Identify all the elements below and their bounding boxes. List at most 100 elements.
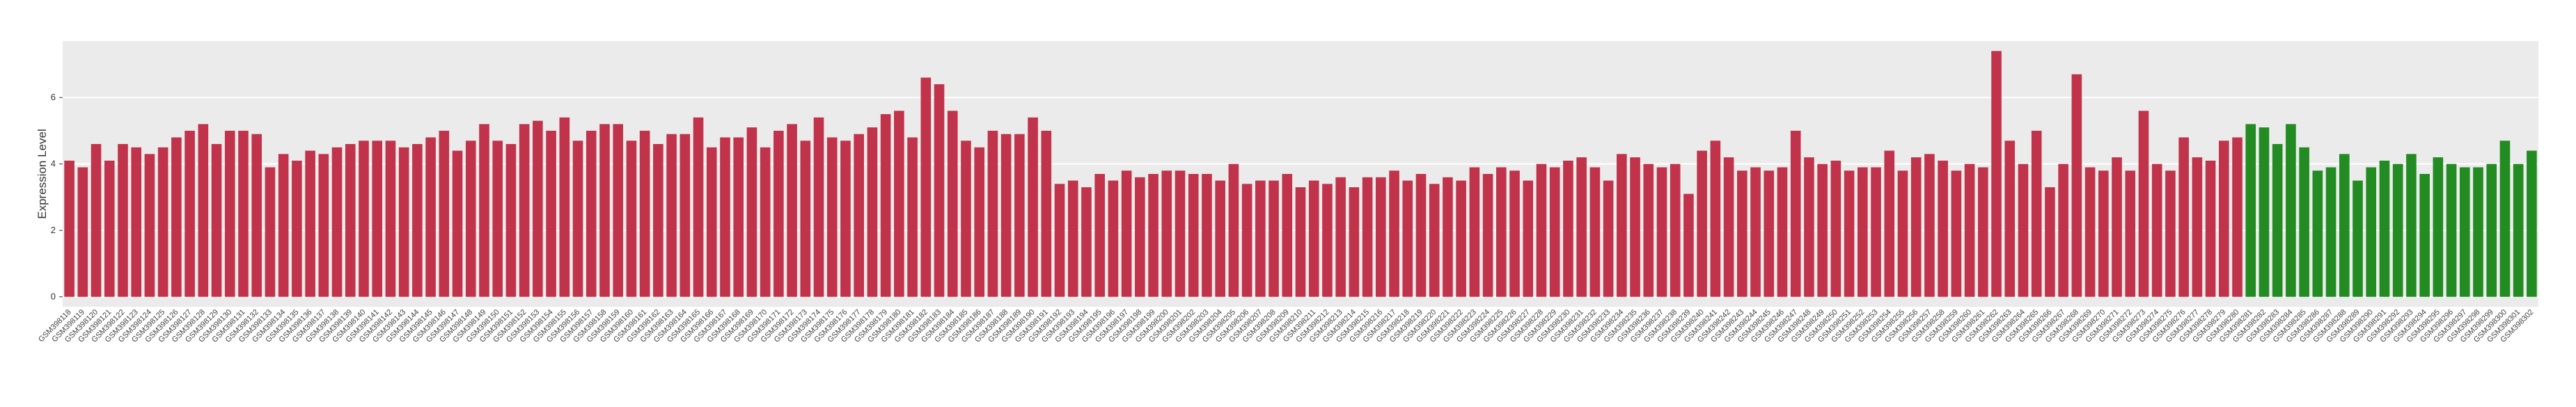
bar [77, 167, 88, 297]
bar [1589, 167, 1601, 297]
bar [2245, 124, 2256, 297]
bar [2473, 167, 2483, 297]
bar [184, 130, 195, 297]
bar [1135, 177, 1145, 297]
bar [505, 144, 517, 297]
bar [920, 77, 932, 297]
bar [2339, 154, 2350, 297]
bar [787, 124, 797, 297]
bar [492, 141, 503, 297]
bar [1415, 174, 1427, 297]
bar [2406, 154, 2417, 297]
bar [813, 117, 824, 297]
bar [1456, 180, 1466, 297]
bar [1482, 174, 1493, 297]
bar [2312, 170, 2323, 297]
bar [1108, 180, 1119, 297]
bar [2299, 147, 2309, 297]
bar [1402, 180, 1413, 297]
bar [2433, 157, 2444, 297]
bar [64, 160, 74, 297]
bar [987, 130, 998, 297]
bar [1777, 167, 1788, 297]
bar [265, 167, 276, 297]
bar [1817, 163, 1828, 297]
bar [746, 127, 757, 297]
bar [1603, 180, 1614, 297]
bar [519, 124, 530, 297]
bar [800, 141, 811, 297]
bar [1188, 174, 1199, 297]
bar [559, 117, 570, 297]
bar [2165, 170, 2176, 297]
bar [693, 117, 704, 297]
bar [452, 150, 463, 297]
bar [1469, 167, 1480, 297]
bar [826, 137, 838, 297]
bar [2499, 141, 2511, 297]
bar [934, 84, 945, 297]
bar [1269, 180, 1279, 297]
bar [1241, 184, 1252, 297]
bar [2112, 157, 2122, 297]
bar [1804, 157, 1814, 297]
bar [2325, 167, 2337, 297]
bar [2098, 170, 2109, 297]
bar [586, 130, 597, 297]
bar [1308, 180, 1319, 297]
bar [2446, 163, 2457, 297]
bar [2353, 180, 2363, 297]
bar [2138, 111, 2149, 297]
bar [131, 147, 142, 297]
bar [2486, 163, 2497, 297]
bar [733, 137, 744, 297]
bar [2527, 150, 2537, 297]
bar [1496, 167, 1507, 297]
bar [2513, 163, 2524, 297]
bar [1750, 167, 1761, 297]
bar [974, 147, 984, 297]
bar [1670, 163, 1681, 297]
bar [2045, 187, 2055, 297]
bar [1389, 170, 1399, 297]
bar [947, 111, 958, 297]
bar [1215, 180, 1225, 297]
bar [1443, 177, 1453, 297]
bar [157, 147, 168, 297]
bar [546, 130, 556, 297]
bar [1643, 163, 1654, 297]
bar [2192, 157, 2203, 297]
bar [1710, 141, 1721, 297]
bar [639, 130, 650, 297]
bar [1790, 130, 1801, 297]
bar [599, 124, 610, 297]
bar [2419, 174, 2430, 297]
bar [1951, 170, 1962, 297]
bar [1295, 187, 1306, 297]
bar [894, 111, 904, 297]
bar [760, 147, 771, 297]
bar [2084, 167, 2096, 297]
bar [1041, 130, 1052, 297]
bar [372, 141, 383, 297]
bar [1282, 174, 1293, 297]
bar [278, 154, 289, 297]
bar [1335, 177, 1346, 297]
bar [1737, 170, 1748, 297]
bar [1202, 174, 1212, 297]
bar [1429, 184, 1440, 297]
bar [1977, 167, 1988, 297]
bar [1121, 170, 1132, 297]
bar [961, 141, 971, 297]
bar [1255, 180, 1266, 297]
bar [773, 130, 784, 297]
bar [318, 154, 329, 297]
bar [1884, 150, 1895, 297]
bar [1028, 117, 1038, 297]
bar [2151, 163, 2162, 297]
bar [479, 124, 489, 297]
bar [2286, 124, 2296, 297]
bar [251, 134, 262, 297]
bar [1924, 154, 1935, 297]
bar [1067, 180, 1078, 297]
